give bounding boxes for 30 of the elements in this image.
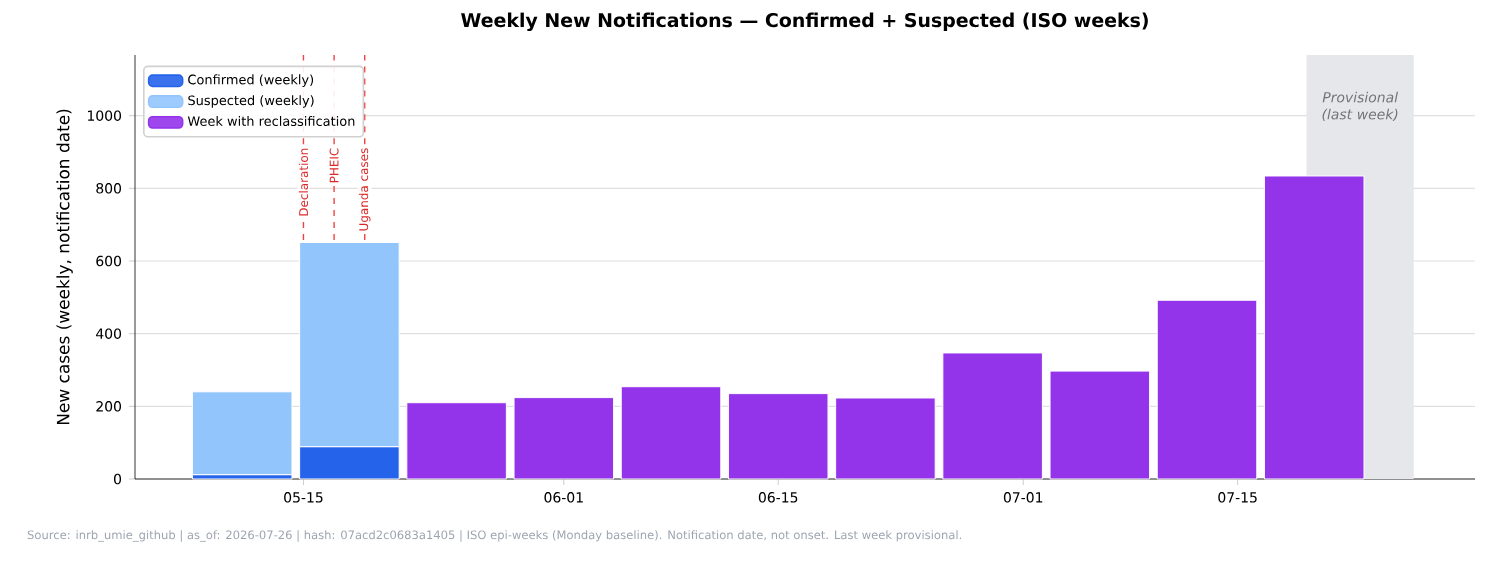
legend-label: Confirmed (weekly)	[188, 74, 314, 87]
chart-title: Weekly New Notifications — Confirmed + Suspected (ISO weeks)	[461, 12, 1148, 32]
bar	[406, 402, 507, 480]
x-tick-label: 06-01	[544, 492, 583, 503]
y-axis-title: New cases (weekly, notification date)	[56, 109, 73, 425]
bar	[835, 397, 936, 480]
bar	[1156, 299, 1258, 480]
bar	[1049, 370, 1151, 480]
y-tick-label: 400	[96, 328, 122, 339]
bar	[191, 391, 293, 476]
ref-line-label: PHEIC	[329, 148, 339, 183]
y-tick-label: 1000	[88, 110, 122, 121]
x-tick-label: 07-15	[1218, 492, 1257, 503]
ref-line-label: Uganda cases	[358, 148, 371, 231]
band-label: Provisional (last week)	[1322, 91, 1398, 122]
y-tick-label: 800	[96, 183, 122, 194]
x-tick-label: 07-01	[1003, 492, 1043, 503]
y-tick-label: 0	[113, 473, 122, 485]
x-tick-label: 06-15	[758, 492, 798, 503]
legend-label: Week with reclassification	[187, 115, 355, 126]
source-note: Source: inrb_umie_github | as_of: 2026-07-26 | hash: 07acd2c0683a1405 | ISO epi-weeks (Monday baseline). Notification date, not onset. Last week provisional.	[27, 530, 962, 542]
bar	[727, 393, 829, 480]
ref-line-label: Declaration	[298, 148, 309, 216]
x-tick-label: 05-15	[284, 492, 323, 503]
bar	[942, 352, 1043, 480]
bar	[513, 397, 615, 480]
legend-label: Suspected (weekly)	[188, 95, 314, 108]
y-tick-label: 200	[96, 401, 122, 412]
bar	[620, 386, 722, 480]
y-tick-label: 600	[96, 255, 122, 267]
